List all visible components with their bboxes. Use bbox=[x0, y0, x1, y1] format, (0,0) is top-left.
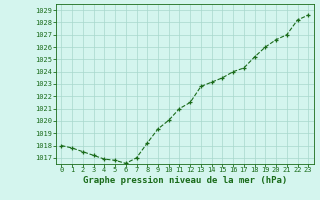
X-axis label: Graphe pression niveau de la mer (hPa): Graphe pression niveau de la mer (hPa) bbox=[83, 176, 287, 185]
